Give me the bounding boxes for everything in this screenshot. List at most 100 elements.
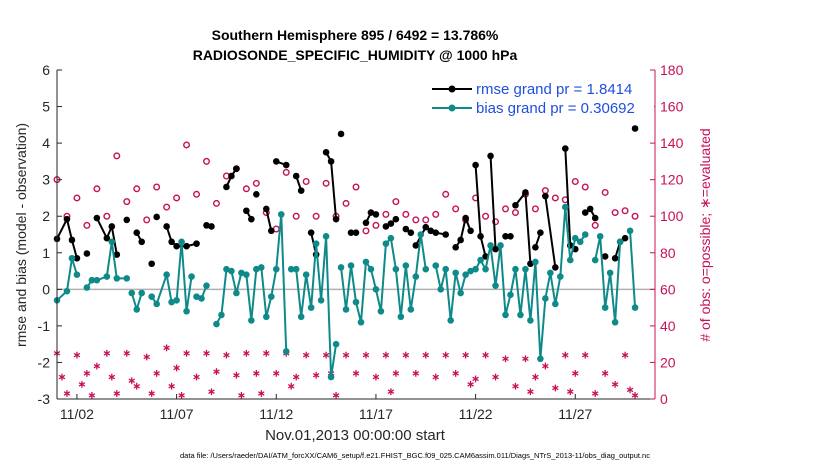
bias-point [367, 265, 375, 273]
y2-axis-label: # of obs: o=possible; ∗=evaluated [697, 128, 713, 341]
rmse-point [307, 229, 315, 236]
obs-evaluated-point [527, 388, 534, 396]
obs-evaluated-point [153, 370, 160, 377]
obs-evaluated-point [467, 380, 474, 388]
obs-evaluated-point [512, 382, 519, 390]
rmse-point [621, 234, 629, 242]
obs-evaluated-point [253, 370, 260, 377]
bias-point [527, 317, 534, 324]
y-tick-label: 1 [42, 245, 50, 261]
bias-point [332, 340, 340, 348]
bias-point [138, 289, 146, 297]
obs-possible-point [611, 209, 619, 217]
obs-possible-point [581, 183, 589, 191]
rmse-point [63, 215, 71, 223]
rmse-point [512, 201, 519, 209]
bias-series-line [629, 230, 637, 308]
bias-point [591, 256, 599, 264]
rmse-point [502, 233, 509, 240]
obs-possible-point [432, 210, 440, 218]
rmse-point [581, 209, 589, 216]
rmse-point [552, 264, 559, 271]
bias-series-line [594, 236, 622, 323]
bias-point [88, 276, 96, 284]
rmse-point [452, 243, 459, 251]
rmse-point [332, 215, 340, 223]
obs-evaluated-point [601, 370, 609, 377]
bias-point [258, 264, 265, 271]
bias-point [606, 269, 614, 277]
y-tick-label: -3 [38, 391, 51, 407]
rmse-point [223, 183, 230, 191]
obs-evaluated-point [631, 391, 639, 399]
bias-point [282, 348, 290, 355]
rmse-point [93, 214, 101, 222]
rmse-point [337, 130, 345, 138]
bias-point [566, 256, 574, 264]
footnote: data file: /Users/raeder/DAI/ATM_forcXX/… [180, 451, 650, 460]
obs-possible-point [193, 190, 201, 198]
bias-point [148, 293, 155, 300]
rmse-point [537, 229, 544, 236]
bias-point [382, 240, 390, 247]
obs-evaluated-point [532, 373, 539, 381]
obs-evaluated-point [178, 391, 185, 399]
rmse-point [507, 233, 514, 240]
obs-possible-point [73, 194, 81, 202]
y-tick-label: 6 [42, 62, 50, 78]
bias-point [133, 306, 141, 313]
rmse-point [352, 229, 360, 236]
rmse-point [292, 172, 300, 180]
obs-evaluated-point [103, 349, 111, 357]
obs-evaluated-point [352, 370, 360, 377]
obs-possible-point [601, 188, 609, 196]
y2-tick-label: 100 [660, 208, 684, 224]
obs-possible-point [103, 212, 111, 220]
obs-evaluated-point [567, 388, 574, 396]
bias-point [392, 265, 400, 273]
bias-point [312, 240, 320, 247]
bias-point [537, 355, 544, 363]
bias-point [248, 317, 255, 324]
rmse-point [297, 187, 305, 194]
bias-point [317, 297, 325, 304]
bias-point [522, 265, 529, 273]
bias-point [482, 265, 489, 273]
bias-point [547, 269, 554, 277]
y-tick-label: -1 [38, 318, 51, 334]
obs-possible-point [302, 177, 310, 185]
bias-point [253, 265, 260, 273]
bias-point [173, 297, 180, 304]
bias-point [163, 271, 170, 279]
bias-point [272, 265, 280, 273]
rmse-series-line [489, 155, 497, 250]
obs-evaluated-point [432, 373, 440, 381]
obs-evaluated-point [258, 390, 265, 397]
y2-tick-label: 20 [660, 354, 676, 370]
bias-point [512, 265, 519, 273]
rmse-point [387, 220, 395, 227]
bias-point [562, 203, 569, 211]
rmse-point [492, 245, 499, 253]
obs-evaluated-point [143, 353, 150, 361]
bias-point [68, 254, 76, 262]
obs-evaluated-point [542, 362, 549, 370]
rmse-point [108, 223, 116, 230]
obs-evaluated-point [287, 382, 295, 390]
obs-evaluated-point [148, 390, 155, 397]
rmse-point [462, 214, 469, 222]
rmse-point [73, 254, 81, 262]
rmse-point [113, 251, 121, 258]
legend: rmse grand pr = 1.8414 bias grand pr = 0… [424, 76, 654, 122]
obs-evaluated-point [382, 351, 390, 359]
bias-point [502, 311, 509, 319]
bias-point [417, 231, 425, 238]
obs-evaluated-point [243, 349, 250, 357]
obs-evaluated-point [462, 351, 469, 359]
rmse-point [248, 215, 255, 223]
rmse-point [183, 242, 190, 250]
obs-possible-point [93, 185, 101, 193]
bias-point [297, 313, 305, 321]
obs-evaluated-point [591, 390, 599, 397]
obs-evaluated-point [302, 351, 310, 359]
